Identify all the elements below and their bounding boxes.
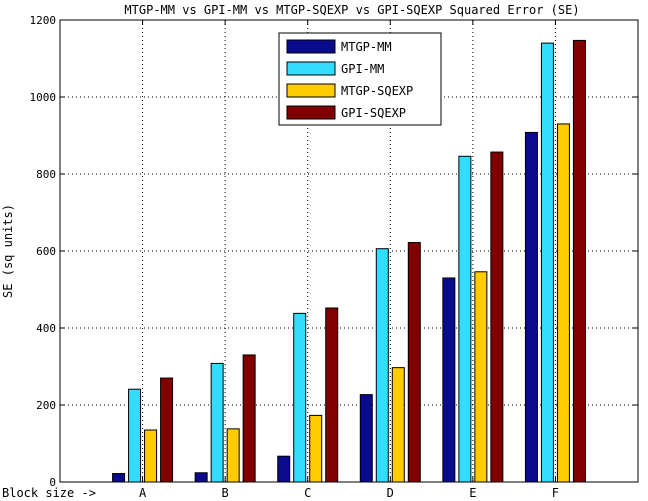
bar-gpi-mm-e: [458, 155, 472, 483]
bar-mtgp-mm-e: [442, 277, 456, 483]
y-axis-label: SE (sq units): [1, 204, 15, 298]
bar-gpi-mm-c: [293, 312, 307, 483]
y-tick-label: 1000: [30, 91, 57, 104]
legend-swatch: [286, 39, 336, 54]
legend-label: MTGP-SQEXP: [341, 84, 413, 98]
bar-mtgp-sqexp-c: [309, 414, 323, 483]
y-tick-label: 1200: [30, 14, 57, 27]
x-tick-label: D: [387, 486, 394, 500]
y-tick-label: 200: [36, 399, 56, 412]
bar-gpi-sqexp-a: [160, 377, 174, 483]
bar-mtgp-sqexp-f: [556, 123, 570, 483]
legend-label: MTGP-MM: [341, 40, 392, 54]
x-axis-label: Block size ->: [2, 486, 96, 500]
legend-swatch: [286, 105, 336, 120]
y-tick-label: 0: [49, 476, 56, 489]
bar-gpi-mm-b: [210, 362, 224, 483]
bar-mtgp-mm-c: [277, 455, 291, 483]
x-tick-label: A: [139, 486, 147, 500]
legend-label: GPI-SQEXP: [341, 106, 406, 120]
y-tick-label: 800: [36, 168, 56, 181]
x-tick-label: E: [469, 486, 476, 500]
bar-gpi-sqexp-c: [325, 307, 339, 483]
bar-mtgp-sqexp-b: [226, 428, 240, 483]
x-tick-label: F: [552, 486, 559, 500]
y-tick-label: 400: [36, 322, 56, 335]
bar-gpi-sqexp-d: [407, 242, 421, 483]
bar-mtgp-sqexp-a: [144, 429, 158, 483]
bar-gpi-sqexp-b: [242, 354, 256, 483]
bar-mtgp-mm-d: [359, 394, 373, 483]
bar-gpi-mm-d: [375, 248, 389, 483]
bar-gpi-sqexp-f: [572, 39, 586, 483]
bar-gpi-mm-f: [540, 42, 554, 483]
y-axis-ticks: 0 200 400 600 800 1000 1200: [30, 14, 638, 489]
legend-label: GPI-MM: [341, 62, 384, 76]
legend-swatch: [286, 83, 336, 98]
x-axis-ticks: A B C D E F: [139, 20, 559, 500]
legend: MTGP-MM GPI-MM MTGP-SQEXP GPI-SQEXP: [278, 32, 442, 126]
x-tick-label: C: [304, 486, 311, 500]
bar-mtgp-mm-a: [112, 473, 126, 483]
bar-mtgp-mm-f: [524, 131, 538, 483]
y-tick-label: 600: [36, 245, 56, 258]
bar-gpi-mm-a: [128, 388, 142, 483]
bars: [112, 39, 586, 483]
legend-swatch: [286, 61, 336, 76]
bar-mtgp-mm-b: [194, 472, 208, 483]
x-tick-label: B: [222, 486, 229, 500]
chart-title: MTGP-MM vs GPI-MM vs MTGP-SQEXP vs GPI-S…: [124, 3, 579, 17]
bar-gpi-sqexp-e: [490, 151, 504, 483]
bar-mtgp-sqexp-d: [391, 367, 405, 483]
bar-mtgp-sqexp-e: [474, 271, 488, 483]
